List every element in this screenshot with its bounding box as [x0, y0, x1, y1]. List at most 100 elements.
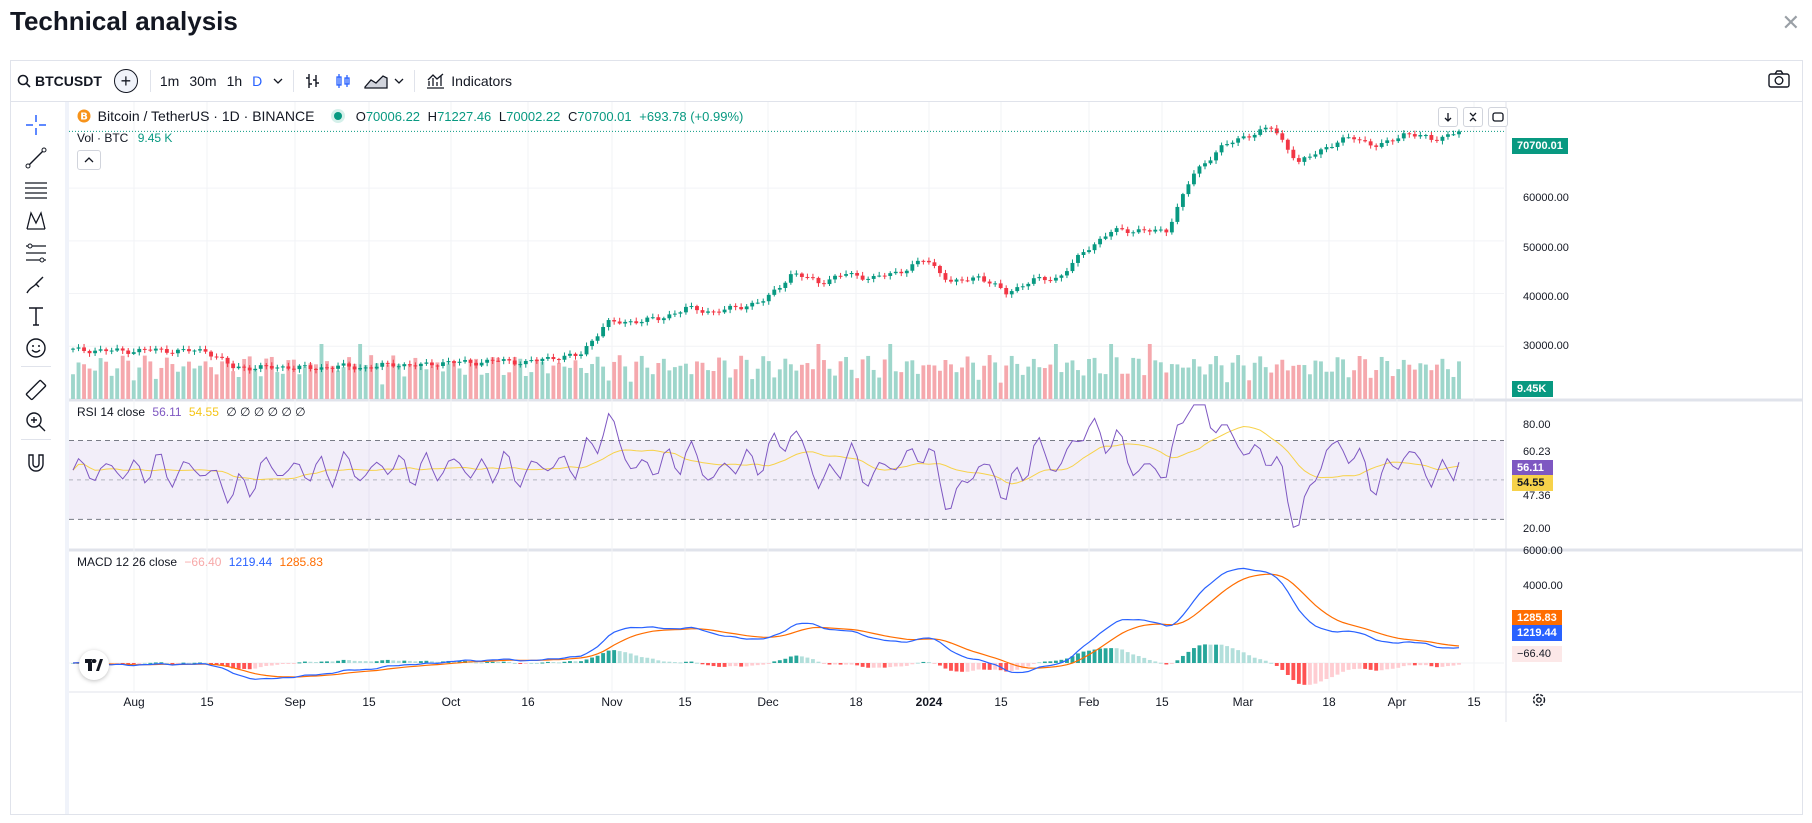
- macd-histogram-bar: [639, 657, 644, 663]
- volume-bar: [1434, 364, 1439, 399]
- candle-body: [1352, 137, 1357, 140]
- move-pane-down-button[interactable]: [1438, 107, 1458, 127]
- rsi-label[interactable]: RSI 14 close: [77, 405, 146, 419]
- volume-bar: [429, 366, 434, 399]
- fib-tool[interactable]: [23, 177, 49, 203]
- volume-bar: [672, 367, 677, 399]
- volume-bar: [545, 373, 550, 399]
- candles-style-button[interactable]: [328, 61, 358, 101]
- candle-body: [181, 349, 186, 351]
- pattern-tool[interactable]: [23, 208, 49, 234]
- emoji-tool[interactable]: [23, 335, 49, 361]
- candle-body: [131, 352, 136, 354]
- volume-bar: [590, 364, 594, 399]
- candle-body: [1031, 278, 1036, 284]
- candle-body: [717, 311, 721, 313]
- indicators-button[interactable]: Indicators: [419, 61, 518, 101]
- macd-histogram-bar: [783, 658, 788, 663]
- chart-settings-button[interactable]: [1531, 692, 1547, 713]
- macd-histogram-bar: [164, 662, 169, 664]
- trend-line-tool[interactable]: [23, 145, 49, 171]
- macd-histogram-bar: [1020, 663, 1025, 669]
- area-style-button[interactable]: [358, 61, 410, 101]
- volume-bar: [485, 373, 490, 399]
- candle-body: [1015, 287, 1020, 292]
- volume-bar: [965, 356, 970, 399]
- interval-1m[interactable]: 1m: [159, 73, 180, 89]
- time-axis-label: Dec: [757, 695, 779, 709]
- brush-tool[interactable]: [23, 272, 49, 298]
- snapshot-button[interactable]: [1768, 70, 1790, 91]
- candle-body: [844, 274, 849, 276]
- volume-bar: [441, 371, 445, 399]
- interval-1h[interactable]: 1h: [226, 73, 243, 89]
- volume-bar: [1423, 364, 1428, 399]
- low-value: 70002.22: [506, 109, 561, 124]
- candle-body: [280, 366, 285, 368]
- compare-symbol-button[interactable]: +: [113, 69, 138, 93]
- macd-histogram-bar: [573, 661, 578, 663]
- candle-body: [733, 305, 738, 308]
- volume-bar: [1020, 374, 1025, 399]
- collapse-pane-button[interactable]: [1463, 107, 1483, 127]
- volume-bar: [1263, 367, 1268, 399]
- volume-bar: [137, 367, 142, 399]
- text-tool[interactable]: [23, 303, 49, 329]
- candle-body: [87, 350, 92, 354]
- magnet-tool[interactable]: [23, 450, 49, 476]
- time-axis-label: Apr: [1387, 695, 1407, 709]
- chart-panes[interactable]: B Bitcoin / TetherUS · 1D · BINANCE O700…: [69, 102, 1802, 814]
- candle-body: [1236, 138, 1241, 143]
- crosshair-tool[interactable]: [23, 112, 49, 138]
- collapse-legend-button[interactable]: [77, 150, 101, 170]
- symbol-search-button[interactable]: BTCUSDT: [11, 61, 108, 101]
- candle-body: [198, 349, 202, 351]
- close-icon[interactable]: ✕: [1781, 10, 1800, 35]
- volume-bar: [888, 344, 893, 399]
- zoom-tool[interactable]: [23, 409, 49, 435]
- symbol-title[interactable]: Bitcoin / TetherUS · 1D · BINANCE: [97, 108, 315, 124]
- macd-label[interactable]: MACD 12 26 close: [77, 555, 178, 569]
- volume-bar: [1401, 359, 1406, 399]
- candle-body: [1296, 158, 1301, 162]
- candle-body: [258, 365, 263, 369]
- volume-bar: [446, 363, 451, 399]
- macd-histogram-bar: [750, 663, 755, 666]
- candle-body: [623, 321, 628, 324]
- volume-bar: [98, 358, 103, 399]
- volume-bar: [512, 357, 517, 399]
- candle-body: [728, 305, 733, 310]
- candle-body: [993, 283, 998, 285]
- volume-bar: [115, 368, 120, 399]
- volume-bar: [971, 362, 976, 399]
- chart-canvas[interactable]: [69, 102, 1802, 814]
- volume-bar: [871, 369, 876, 399]
- high-value: 71227.46: [437, 109, 492, 124]
- volume-bar: [766, 361, 771, 399]
- volume-bar: [656, 363, 661, 399]
- interval-d[interactable]: D: [252, 73, 263, 89]
- maximize-pane-button[interactable]: [1488, 107, 1508, 127]
- macd-histogram-bar: [623, 652, 628, 663]
- volume-bar: [755, 368, 760, 399]
- volume-bar: [1330, 371, 1334, 399]
- macd-histogram-bar: [275, 663, 280, 665]
- macd-histogram-bar: [1142, 657, 1147, 663]
- bars-style-button[interactable]: [298, 61, 328, 101]
- volume-bar: [1203, 374, 1207, 399]
- measure-tool[interactable]: [23, 377, 49, 403]
- candle-body: [1241, 136, 1246, 139]
- tradingview-logo[interactable]: [79, 650, 109, 680]
- macd-histogram-bar: [242, 663, 247, 669]
- candle-body: [805, 276, 810, 278]
- macd-histogram-bar: [1042, 661, 1047, 663]
- volume-bar: [1357, 356, 1362, 399]
- volume-bar: [661, 358, 666, 399]
- projection-tool[interactable]: [23, 240, 49, 266]
- interval-dropdown[interactable]: [267, 61, 289, 101]
- volume-bar: [645, 367, 650, 399]
- interval-30m[interactable]: 30m: [189, 73, 217, 89]
- candle-body: [971, 277, 976, 281]
- candle-body: [1136, 229, 1141, 233]
- macd-histogram-bar: [1341, 663, 1345, 672]
